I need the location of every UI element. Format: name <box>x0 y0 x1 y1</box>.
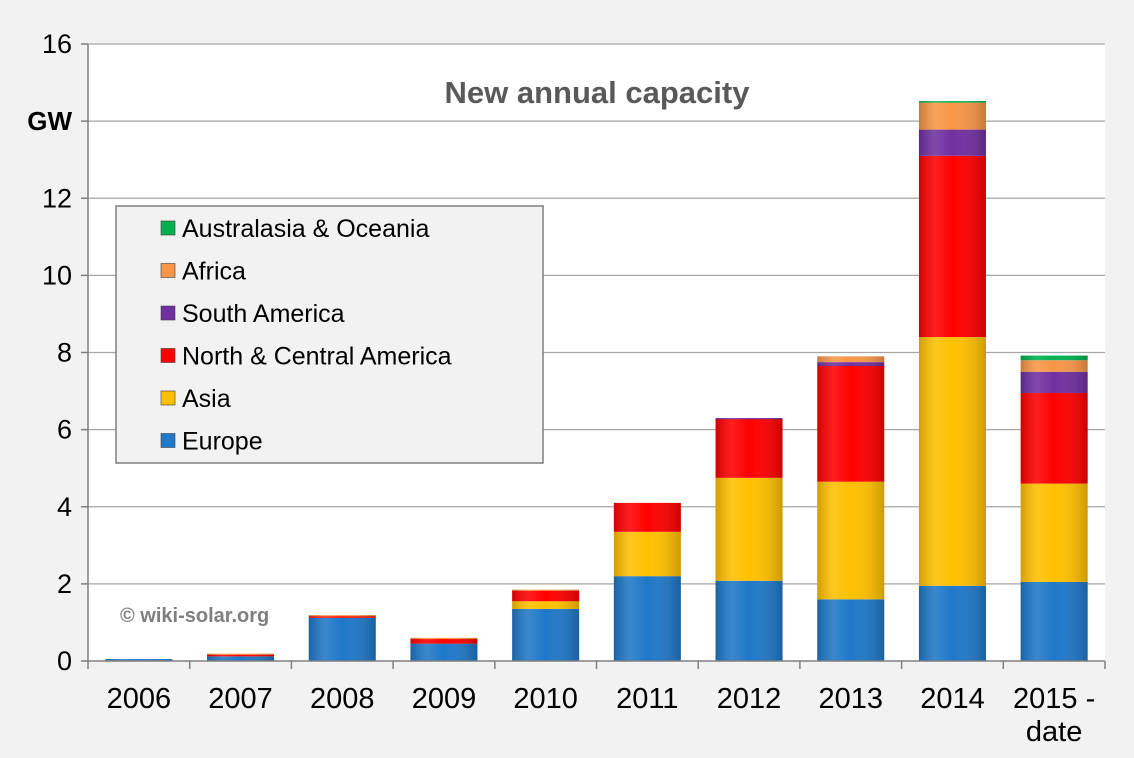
legend-swatch <box>160 390 176 406</box>
x-tick-label: 2007 <box>208 683 273 715</box>
bar-segment-shading <box>105 659 173 661</box>
bar-segment-shading <box>715 418 783 478</box>
x-axis-tick-labels: 2006 2007 2008 2009 2010 2011 2012 2013 2014 2015… <box>107 683 1096 748</box>
x-tick-label: 2009 <box>412 683 477 715</box>
bar-segment-shading <box>1020 355 1088 361</box>
bar-segment-shading <box>715 418 783 420</box>
legend-swatch <box>160 220 176 236</box>
bar-segment-shading <box>1020 581 1088 661</box>
y-tick-label: 6 <box>57 415 72 445</box>
legend-swatch <box>160 348 176 363</box>
legend: Australasia & Oceania Africa South America… <box>115 205 544 464</box>
y-tick-label: 4 <box>57 492 72 522</box>
bar-segment-shading <box>918 337 986 586</box>
legend-label: North & Central America <box>182 343 452 371</box>
bar-segment-shading <box>817 362 885 366</box>
legend-label: Africa <box>182 258 246 286</box>
bar-segment-shading <box>613 576 681 661</box>
bar-segment-shading <box>715 580 783 661</box>
legend-label: Europe <box>182 428 263 456</box>
legend-swatch <box>160 263 176 278</box>
watermark-text: © wiki-solar.org <box>120 605 269 627</box>
y-tick-label: 12 <box>42 183 72 213</box>
y-tick-label: 8 <box>57 338 72 368</box>
bar-segment-shading <box>512 608 580 661</box>
chart-title: New annual capacity <box>445 75 751 110</box>
y-tick-label: 16 <box>42 29 72 59</box>
bar-segment-shading <box>918 101 986 103</box>
x-tick-label: 2012 <box>717 683 782 715</box>
bar-segment-shading <box>308 615 376 617</box>
legend-box <box>115 205 544 464</box>
bar-segment-shading <box>410 637 478 640</box>
bar-segment-shading <box>308 617 376 661</box>
bar-segment-shading <box>207 654 275 657</box>
axes-group <box>81 43 1106 669</box>
bar-segment-shading <box>1020 483 1088 582</box>
bar-segment-shading <box>1020 392 1088 484</box>
bar-segment-shading <box>410 643 478 661</box>
bar-segment-shading <box>207 653 275 655</box>
bar-segment-shading <box>918 155 986 338</box>
x-tick-label: 2011 <box>616 683 678 715</box>
bar-segment-shading <box>1020 360 1088 372</box>
bar-segment-shading <box>410 639 478 644</box>
x-tick-label: 2013 <box>818 683 883 715</box>
legend-label: South America <box>182 300 345 328</box>
y-tick-label: 10 <box>42 260 72 290</box>
bar-segment-shading <box>817 481 885 600</box>
bar-segment-shading <box>918 129 986 156</box>
x-tick-label: 2010 <box>513 683 578 715</box>
bar-segment-shading <box>817 356 885 363</box>
bar-segment-shading <box>1020 371 1088 393</box>
x-tick-label: 2014 <box>920 683 985 715</box>
bar-segment-shading <box>512 601 580 609</box>
legend-label: Australasia & Oceania <box>182 215 429 243</box>
y-tick-label: 0 <box>57 646 72 676</box>
y-tick-label: 2 <box>57 569 72 599</box>
bar-segment-shading <box>613 502 681 532</box>
bar-segment-shading <box>918 585 986 661</box>
legend-label: Asia <box>182 385 231 413</box>
bar-segment-shading <box>207 656 275 661</box>
bar-segment-shading <box>512 589 580 591</box>
y-axis-unit-label: GW <box>27 106 72 136</box>
bar-segment-shading <box>308 615 376 618</box>
bar-segment-shading <box>715 477 783 581</box>
bar-segment-shading <box>817 365 885 482</box>
x-tick-label: 2008 <box>310 683 375 715</box>
bar-segment-shading <box>512 590 580 602</box>
legend-swatch <box>160 433 176 448</box>
x-tick-label: date <box>1026 716 1082 748</box>
bar-segment-shading <box>918 102 986 130</box>
x-tick-label: 2015 - <box>1013 683 1095 715</box>
bar-segment-shading <box>613 531 681 577</box>
x-tick-label: 2006 <box>107 683 172 715</box>
legend-swatch <box>160 305 176 321</box>
bars-group <box>105 101 1088 661</box>
bar-segment-shading <box>817 599 885 661</box>
y-axis-tick-labels: 0 2 4 6 8 10 12 GW 16 <box>27 29 72 676</box>
